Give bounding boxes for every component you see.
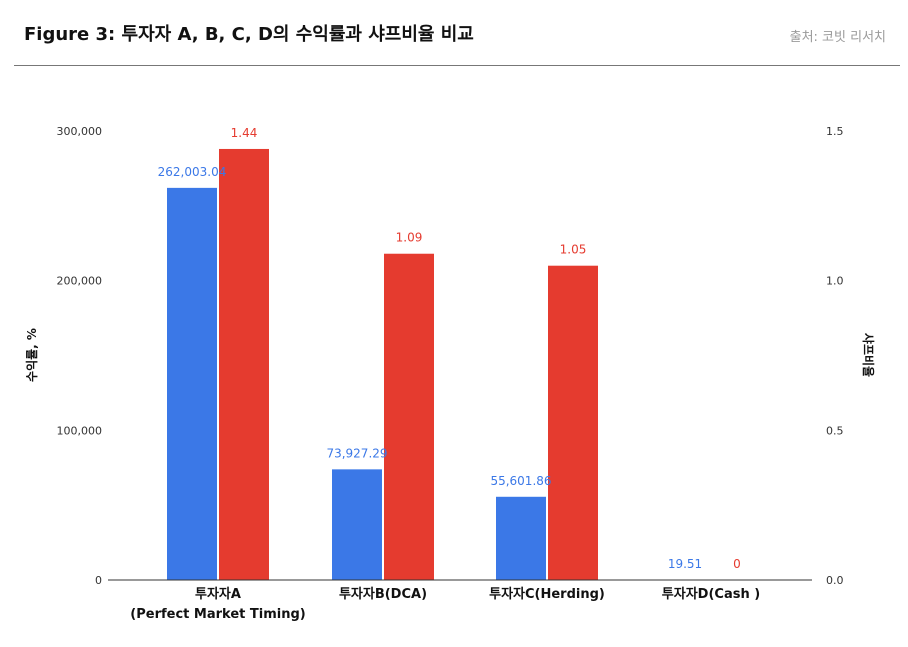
sharpe-bar [548,265,598,580]
sharpe-data-label: 1.44 [231,126,258,140]
return-data-label: 262,003.04 [158,165,227,179]
title-divider [14,65,900,66]
y-left-tick-label: 100,000 [57,424,103,437]
y-right-tick-label: 1.5 [826,125,844,138]
sharpe-bar [384,253,434,580]
category-label: 투자자C(Herding) [489,587,605,602]
y-left-tick-label: 200,000 [57,275,103,288]
return-data-label: 73,927.29 [326,446,387,460]
category-label: 투자자B(DCA) [339,587,427,602]
return-data-label: 19.51 [668,557,702,571]
category-label: 투자자A [195,587,241,602]
y-axis-right-title: 샤프비율 [861,333,876,377]
category-label: 투자자D(Cash ) [662,587,760,602]
sharpe-data-label: 0 [733,557,741,571]
return-data-label: 55,601.86 [490,474,551,488]
category-label: (Perfect Market Timing) [130,607,305,622]
return-bar [167,187,217,581]
chart-title: Figure 3: 투자자 A, B, C, D의 수익률과 샤프비율 비교 [24,24,474,45]
y-right-tick-label: 0.5 [826,424,844,437]
y-left-tick-label: 300,000 [57,125,103,138]
return-bar [496,496,546,580]
sharpe-bar [219,148,269,580]
sharpe-data-label: 1.05 [560,243,587,257]
y-left-tick-label: 0 [95,574,102,587]
y-right-tick-label: 1.0 [826,275,844,288]
source-note: 출처: 코빗 리서치 [789,30,886,45]
return-bar [332,469,382,580]
y-right-tick-label: 0.0 [826,574,844,587]
sharpe-data-label: 1.09 [396,231,423,245]
y-axis-left-title: 수익률, % [25,328,39,382]
